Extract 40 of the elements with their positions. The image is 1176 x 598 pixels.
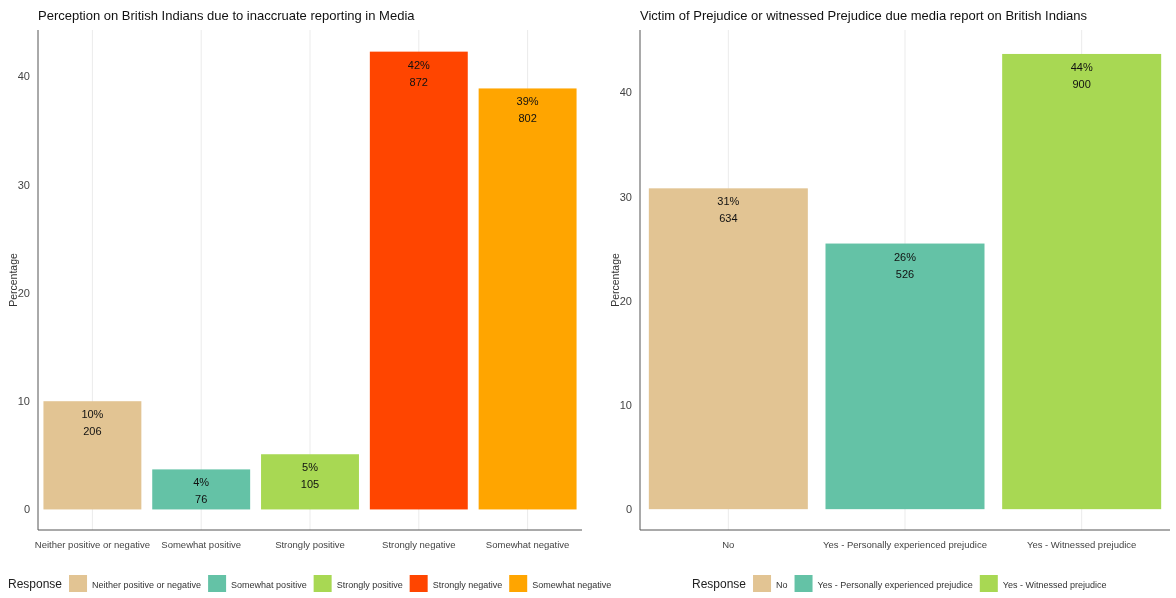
y-tick-label: 20 xyxy=(17,286,30,299)
data-label: 26% 526 xyxy=(893,250,917,280)
legend-label: Somewhat negative xyxy=(532,580,612,590)
legend-label: Strongly positive xyxy=(336,580,403,590)
data-label: 31% 634 xyxy=(717,195,740,225)
x-tick-label: Strongly negative xyxy=(382,539,456,550)
y-tick-label: 10 xyxy=(619,398,632,411)
legend-label: No xyxy=(776,580,788,590)
data-label: 39% 802 xyxy=(516,95,539,125)
x-tick-label: Neither positive or negative xyxy=(34,539,150,550)
y-tick-label: 0 xyxy=(625,503,632,516)
x-tick-label: Strongly positive xyxy=(275,539,345,550)
y-tick-label: 30 xyxy=(619,190,632,203)
chart-title: Perception on British Indians due to inaccruate reporting in Media xyxy=(38,8,416,23)
x-tick-label: No xyxy=(722,539,735,550)
y-tick-label: 0 xyxy=(23,503,30,516)
legend-label: Strongly negative xyxy=(432,580,503,590)
y-tick-label: 30 xyxy=(17,178,30,191)
x-tick-label: Yes - Personally experienced prejudice xyxy=(823,539,987,550)
data-label: 4% 76 xyxy=(193,476,210,506)
x-tick-label: Somewhat positive xyxy=(161,539,242,550)
x-tick-label: Somewhat negative xyxy=(485,539,570,550)
y-tick-label: 40 xyxy=(17,70,30,83)
y-tick-label: 20 xyxy=(619,294,632,307)
data-label: 42% 872 xyxy=(407,58,431,88)
x-tick-label: Yes - Witnessed prejudice xyxy=(1026,539,1137,550)
y-tick-label: 40 xyxy=(619,86,632,99)
legend-label: Yes - Personally experienced prejudice xyxy=(817,580,973,590)
legend-title: Response xyxy=(8,577,63,591)
legend-label: Yes - Witnessed prejudice xyxy=(1002,580,1107,590)
y-axis-title: Percentage xyxy=(609,252,621,307)
y-tick-label: 10 xyxy=(17,395,30,408)
data-label: 10% 206 xyxy=(81,408,104,438)
y-axis-title: Percentage xyxy=(7,252,19,307)
data-label: 5% 105 xyxy=(300,461,320,491)
data-label: 44% 900 xyxy=(1070,60,1093,90)
legend-title: Response xyxy=(692,577,747,591)
chart-title: Victim of Prejudice or witnessed Prejudice due media report on British Indians xyxy=(640,8,1088,23)
legend-label: Neither positive or negative xyxy=(92,580,202,590)
legend-label: Somewhat positive xyxy=(231,580,307,590)
